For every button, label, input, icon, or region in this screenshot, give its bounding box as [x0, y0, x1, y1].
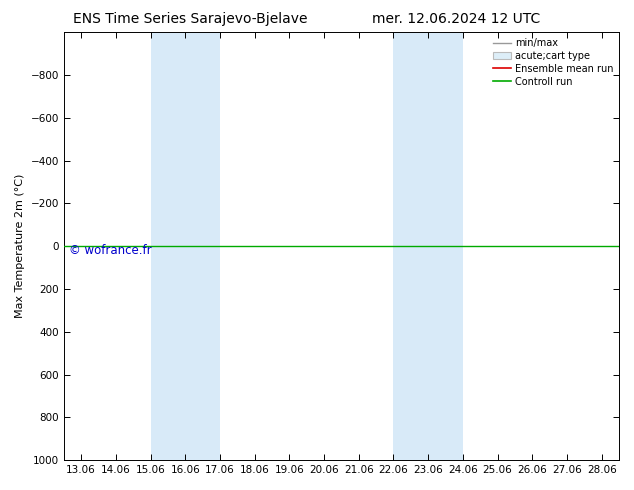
Bar	[394, 32, 463, 460]
Text: © wofrance.fr: © wofrance.fr	[69, 244, 152, 257]
Legend: min/max, acute;cart type, Ensemble mean run, Controll run: min/max, acute;cart type, Ensemble mean …	[489, 34, 617, 91]
Text: mer. 12.06.2024 12 UTC: mer. 12.06.2024 12 UTC	[372, 12, 541, 26]
Bar	[150, 32, 220, 460]
Y-axis label: Max Temperature 2m (°C): Max Temperature 2m (°C)	[15, 174, 25, 318]
Text: ENS Time Series Sarajevo-Bjelave: ENS Time Series Sarajevo-Bjelave	[73, 12, 307, 26]
